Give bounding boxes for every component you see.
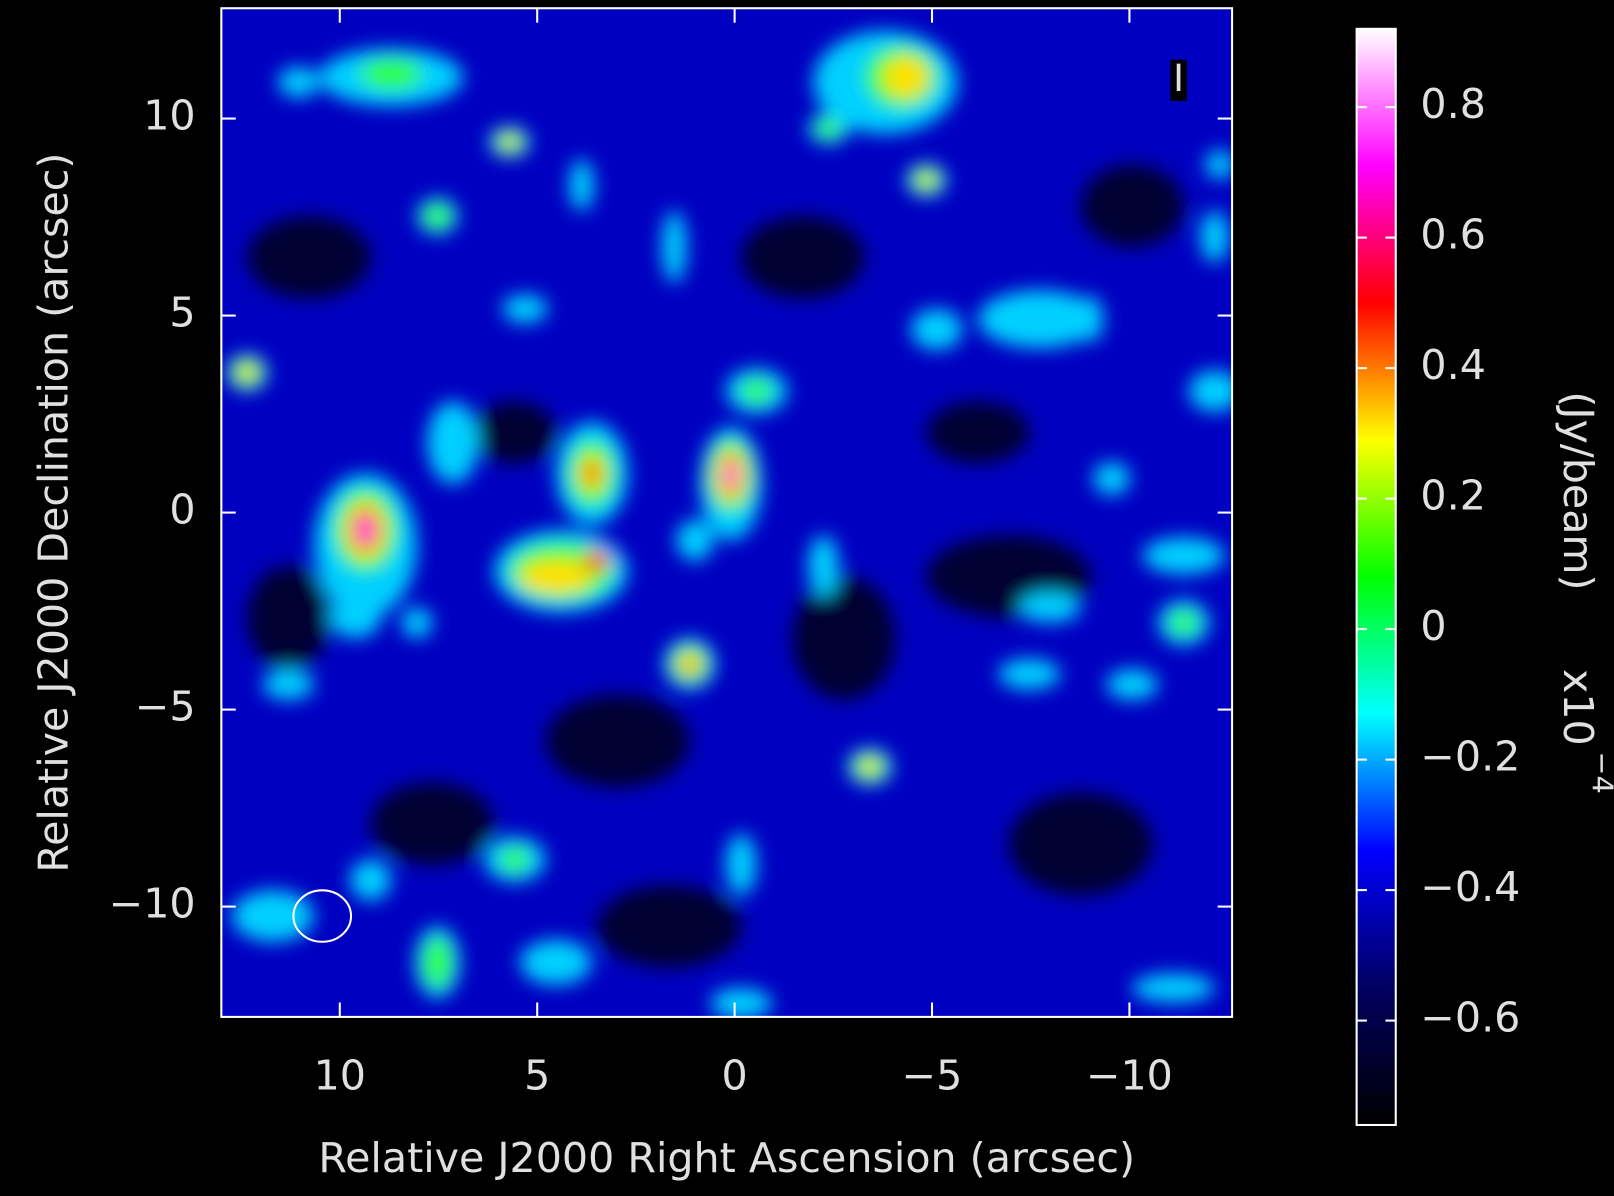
colorbar-tick-label: 0.6 [1420,211,1485,259]
colorbar-tick-label: −0.2 [1420,733,1520,781]
colorbar-label: (Jy/beam) [1554,391,1602,590]
image-emission [226,30,1233,1017]
stokes-label: I [1173,57,1184,100]
colorbar-tick-label: −0.4 [1420,863,1520,911]
colorbar-exponent: −4 [1586,751,1614,793]
colorbar-frame [1355,27,1397,1127]
beam-ellipse [292,889,353,943]
colorbar-tick-label: 0 [1420,602,1446,650]
colorbar-scale: x10 [1554,669,1602,746]
colorbar-tick-label: 0.2 [1420,472,1485,520]
y-tick-label: 0 [169,486,195,534]
x-tick-label: −10 [1086,1052,1173,1100]
y-tick-label: −10 [109,880,196,928]
y-tick-label: 10 [143,92,195,140]
y-axis-label: Relative J2000 Declination (arcsec) [30,153,78,873]
x-tick-label: 5 [524,1052,550,1100]
y-tick-label: −5 [135,683,196,731]
colorbar-tick-label: 0.8 [1420,80,1485,128]
y-tick-label: 5 [169,289,195,337]
colorbar [1356,28,1396,1125]
x-axis-label: Relative J2000 Right Ascension (arcsec) [318,1134,1135,1182]
stokes-box [1170,59,1187,101]
colorbar-tick-label: −0.6 [1420,994,1520,1042]
image [221,8,1233,1017]
x-tick-label: −5 [902,1052,963,1100]
x-tick-label: 0 [722,1052,748,1100]
colorbar-tick-label: 0.4 [1420,341,1485,389]
x-tick-label: 10 [314,1052,366,1100]
